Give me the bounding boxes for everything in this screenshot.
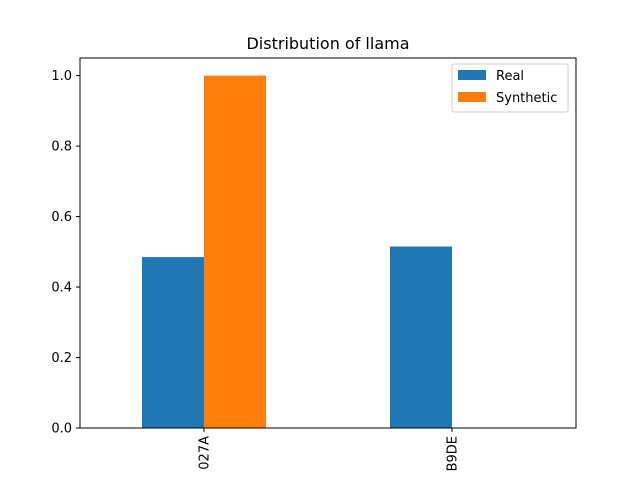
x-axis: 027A B9DE xyxy=(198,428,461,471)
bar-synthetic-027a xyxy=(204,75,266,428)
legend-swatch-synthetic xyxy=(458,92,486,102)
legend-label-synthetic: Synthetic xyxy=(496,91,557,106)
y-axis: 0.0 0.2 0.4 0.6 0.8 1.0 xyxy=(51,69,80,437)
y-tick-label: 0.8 xyxy=(51,140,72,155)
plot-frame xyxy=(79,57,577,429)
legend-swatch-real xyxy=(458,70,486,80)
chart-title: Distribution of llama xyxy=(246,34,409,53)
y-tick-label: 0.2 xyxy=(51,351,72,366)
y-tick-label: 0.6 xyxy=(51,210,72,225)
bar-real-b9de xyxy=(390,246,452,428)
legend: Real Synthetic xyxy=(451,63,569,113)
y-tick-label: 1.0 xyxy=(51,69,72,84)
y-tick-label: 0.0 xyxy=(51,422,72,437)
bars-group xyxy=(142,75,452,428)
legend-label-real: Real xyxy=(496,69,524,84)
x-tick-label: 027A xyxy=(198,436,213,470)
y-tick-label: 0.4 xyxy=(51,281,72,296)
bar-real-027a xyxy=(142,257,204,428)
x-tick-label: B9DE xyxy=(446,436,461,471)
